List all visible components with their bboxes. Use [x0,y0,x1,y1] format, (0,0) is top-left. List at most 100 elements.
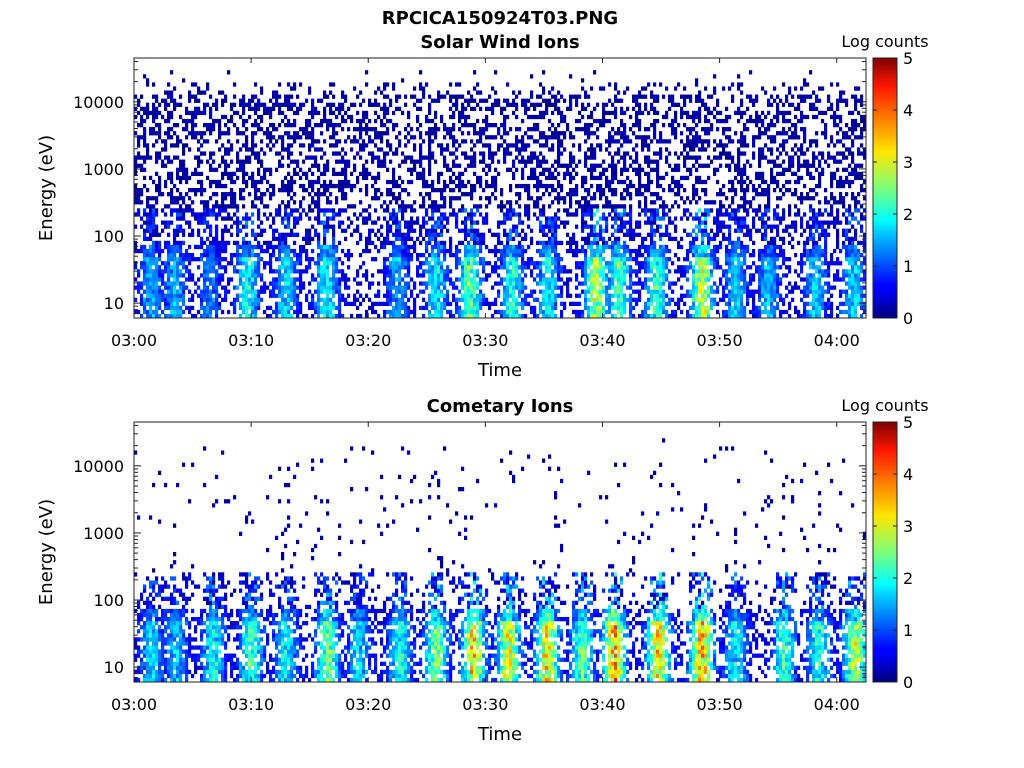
heatmap-cell [287,135,291,140]
heatmap-cell [260,159,264,164]
heatmap-cell [344,228,348,233]
heatmap-cell [524,293,528,298]
heatmap-cell [161,269,165,274]
heatmap-cell [398,220,402,225]
heatmap-cell [494,265,498,270]
heatmap-cell [215,167,219,172]
heatmap-cell [278,232,282,237]
heatmap-cell [140,244,144,250]
heatmap-cell [221,98,225,103]
heatmap-cell [566,212,570,217]
heatmap-cell [446,248,450,254]
heatmap-cell [308,131,312,136]
heatmap-cell [209,131,213,136]
heatmap-cell [308,257,312,262]
heatmap-cell [467,273,471,278]
heatmap-cell [338,106,342,112]
heatmap-cell [275,98,279,103]
heatmap-cell [617,139,621,144]
heatmap-cell [548,90,552,95]
heatmap-cell [341,106,345,112]
heatmap-cell [215,139,219,144]
heatmap-cell [335,123,339,128]
heatmap-cell [407,139,411,144]
heatmap-cell [554,248,558,254]
heatmap-cell [551,171,555,177]
heatmap-cell [251,301,255,307]
heatmap-cell [335,244,339,250]
heatmap-cell [239,253,243,258]
heatmap-cell [182,163,186,168]
heatmap-cell [266,244,270,250]
heatmap-cell [602,305,606,311]
heatmap-cell [215,192,219,197]
heatmap-cell [251,265,255,270]
heatmap-cell [542,110,546,116]
heatmap-cell [467,293,471,298]
heatmap-cell [398,163,402,168]
heatmap-cell [170,200,174,205]
heatmap-cell [611,257,615,262]
heatmap-cell [329,110,333,116]
heatmap-cell [623,220,627,225]
heatmap-cell [563,114,567,120]
heatmap-cell [419,98,423,103]
heatmap-cell [341,192,345,197]
heatmap-cell [443,159,447,164]
heatmap-cell [521,175,525,181]
heatmap-cell [344,277,348,282]
heatmap-cell [185,135,189,140]
heatmap-cell [641,94,645,99]
heatmap-cell [326,309,330,315]
heatmap-cell [158,273,162,278]
heatmap-cell [209,281,213,286]
heatmap-cell [536,175,540,181]
heatmap-cell [461,151,465,156]
heatmap-cell [491,269,495,274]
heatmap-cell [506,167,510,172]
heatmap-cell [374,220,378,225]
heatmap-cell [539,110,543,116]
heatmap-cell [542,309,546,315]
heatmap-cell [398,224,402,229]
heatmap-cell [476,269,480,274]
heatmap-cell [644,257,648,262]
heatmap-cell [293,208,297,213]
heatmap-cell [641,86,645,91]
heatmap-cell [188,261,192,266]
heatmap-cell [458,127,462,132]
heatmap-cell [386,281,390,286]
heatmap-cell [134,285,138,290]
heatmap-cell [371,127,375,132]
heatmap-cell [146,257,150,262]
heatmap-cell [383,208,387,213]
heatmap-cell [293,131,297,136]
heatmap-cell [215,273,219,278]
heatmap-cell [221,244,225,250]
heatmap-cell [464,293,468,298]
heatmap-cell [548,305,552,311]
heatmap-cell [209,228,213,233]
heatmap-cell [374,90,378,95]
heatmap-cell [587,309,591,315]
heatmap-cell [623,212,627,217]
heatmap-cell [152,220,156,225]
heatmap-cell [206,261,210,266]
heatmap-cell [449,131,453,136]
heatmap-cell [545,216,549,221]
heatmap-cell [266,313,270,319]
heatmap-cell [314,232,318,237]
heatmap-cell [239,261,243,266]
heatmap-cell [425,118,429,124]
heatmap-cell [215,309,219,315]
heatmap-cell [275,212,279,217]
heatmap-cell [227,309,231,315]
heatmap-cell [179,289,183,294]
heatmap-cell [287,232,291,237]
heatmap-cell [383,293,387,298]
heatmap-cell [383,131,387,136]
heatmap-cell [440,240,444,246]
heatmap-cell [587,123,591,128]
heatmap-cell [368,216,372,221]
heatmap-cell [404,257,408,262]
